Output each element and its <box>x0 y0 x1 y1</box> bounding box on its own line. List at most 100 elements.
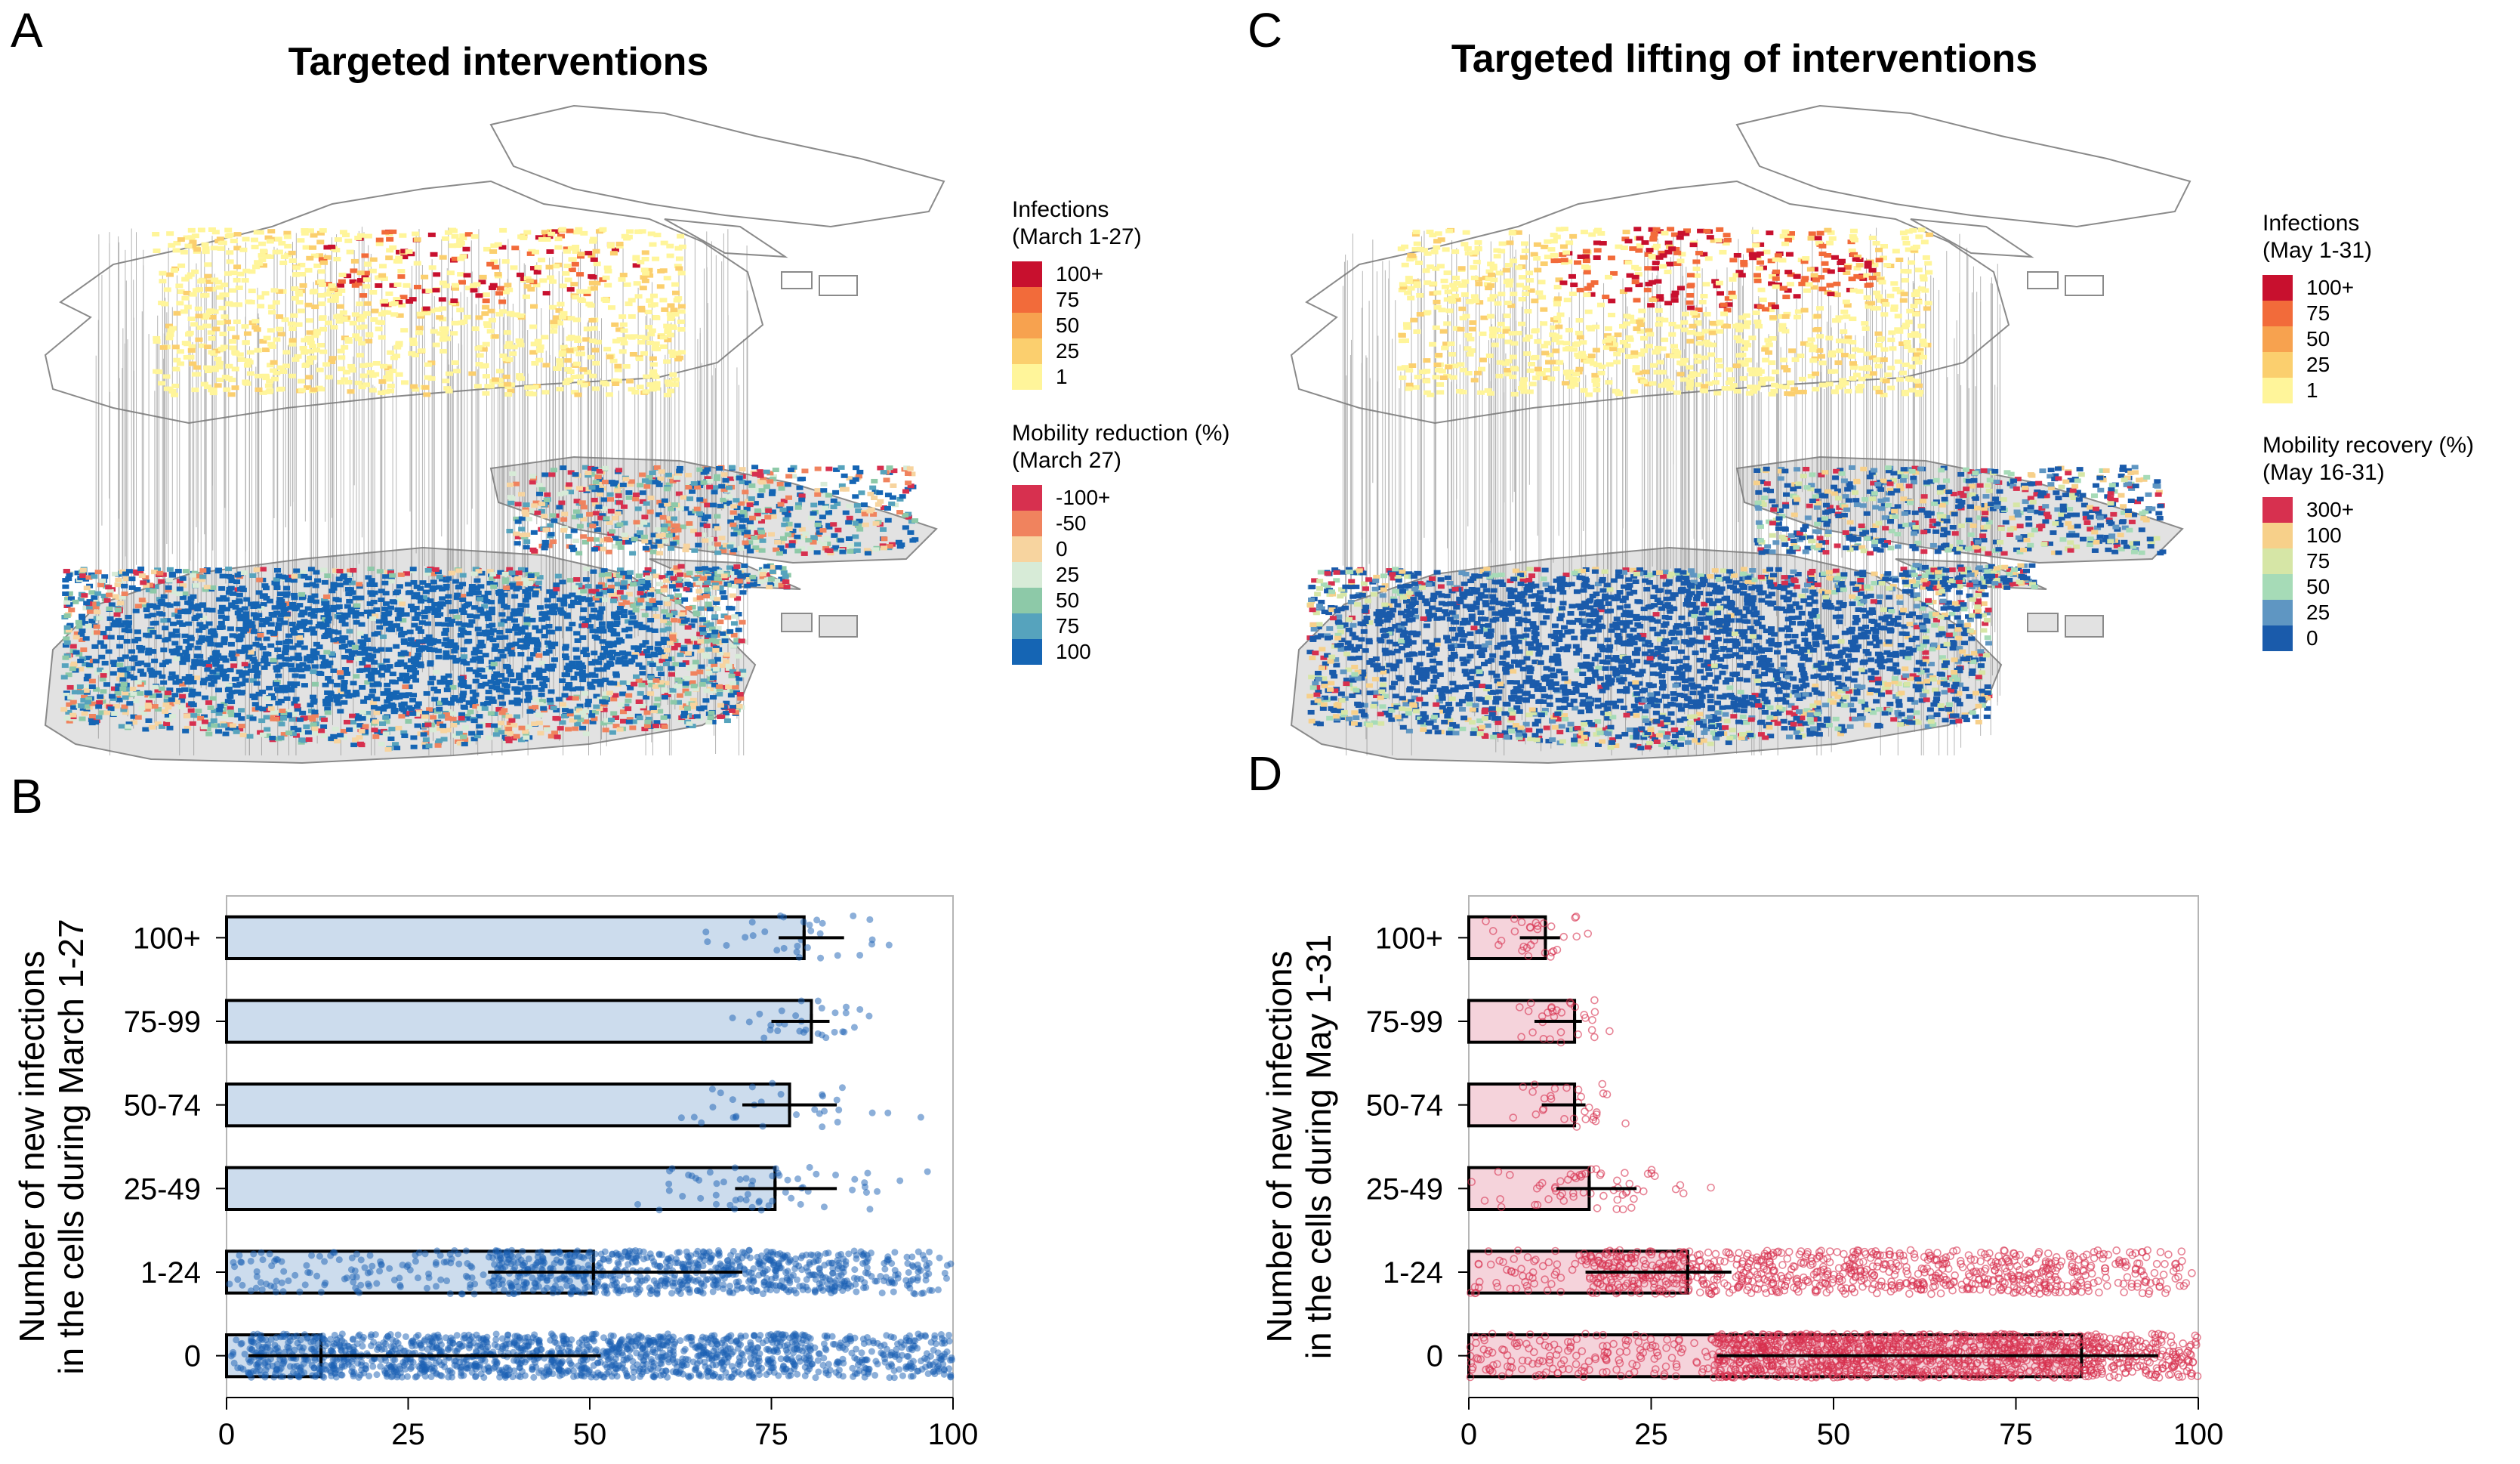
legend-item: 300+ <box>2262 497 2474 523</box>
x-tick-label: 75 <box>1999 1418 2033 1451</box>
panel-letter-a: A <box>11 3 43 57</box>
legend-title: Infections <box>1012 197 1109 222</box>
upper-cells <box>1397 227 1933 397</box>
legend-swatch <box>2262 326 2293 352</box>
legend-title: Mobility recovery (%) <box>2262 433 2475 458</box>
lower-cells <box>60 465 919 752</box>
legend-label: 1 <box>2306 378 2318 403</box>
map-title-c: Targeted lifting of interventions <box>1451 37 2038 81</box>
legend-swatch <box>2262 301 2293 326</box>
x-tick-label: 50 <box>573 1418 607 1451</box>
y-axis-label-line2: in the cells during May 1-31 <box>1299 934 1338 1360</box>
x-tick-label: 100 <box>2173 1418 2224 1451</box>
y-tick-label: 100+ <box>1375 922 1443 955</box>
legend-item: 100+ <box>2262 275 2372 301</box>
legend-title: Mobility reduction (%) <box>1012 421 1230 446</box>
legend-subtitle: (May 16-31) <box>2262 460 2385 485</box>
upper-small-island <box>664 218 788 258</box>
chart-b: 100+75-9950-7425-491-2400255075100Mobili… <box>12 895 979 1451</box>
legend-swatch <box>2262 523 2293 548</box>
map-c-layers <box>1290 104 2192 764</box>
points-50-74 <box>677 1079 924 1131</box>
legend-subtitle: (May 1-31) <box>2262 238 2373 263</box>
legend-item: -100+ <box>1012 485 1229 511</box>
upper-small-island <box>1910 218 2034 258</box>
lower-cells <box>1306 465 2167 751</box>
plot-frame <box>226 895 954 1398</box>
legend-label: 100 <box>1056 640 1091 664</box>
legend-label: 0 <box>2306 626 2318 650</box>
legend-subtitle: (March 1-27) <box>1012 224 1142 249</box>
bar-50-74 <box>225 1083 791 1128</box>
y-tick-label: 25-49 <box>124 1172 201 1206</box>
bar-100+ <box>225 915 806 961</box>
legend-swatch <box>1012 639 1042 665</box>
legend-item: 100 <box>2262 523 2474 548</box>
legend-swatch <box>1012 562 1042 588</box>
legend-label: 75 <box>2306 549 2330 573</box>
legend-swatch <box>1012 511 1042 536</box>
legend-label: 75 <box>2306 301 2330 326</box>
legend-swatch <box>1012 536 1042 562</box>
legend-swatch <box>2262 574 2293 600</box>
panel-letter-c: C <box>1248 3 1283 57</box>
legend-item: 1 <box>2262 378 2372 403</box>
chart-d: 100+75-9950-7425-491-2400255075100Mobili… <box>1260 895 2224 1451</box>
legend-item: 75 <box>1012 613 1229 639</box>
legend-swatch <box>1012 613 1042 639</box>
y-tick-label: 0 <box>1427 1340 1443 1373</box>
points-100+ <box>702 912 893 962</box>
lower-islet <box>819 615 858 638</box>
legend-item: 50 <box>1012 313 1142 338</box>
y-tick-label: 50-74 <box>1366 1089 1443 1123</box>
legend-item: 50 <box>2262 326 2372 352</box>
legend-item: 75 <box>1012 287 1142 313</box>
points-1-24 <box>1467 1246 2196 1299</box>
legend-c-mobility: Mobility recovery (%) (May 16-31) 300+ 100… <box>2262 432 2474 651</box>
x-tick-label: 100 <box>928 1418 979 1451</box>
legend-item: 75 <box>2262 301 2372 326</box>
points-0 <box>227 1330 955 1382</box>
legend-item: 25 <box>1012 338 1142 364</box>
legend-swatch <box>2262 275 2293 301</box>
upper-islet <box>781 271 813 289</box>
legend-label: 25 <box>1056 563 1080 587</box>
legend-title: Infections <box>2262 211 2360 236</box>
legend-item: 25 <box>2262 600 2474 625</box>
legend-swatch <box>1012 338 1042 364</box>
y-tick-label: 0 <box>184 1340 201 1373</box>
legend-swatch <box>1012 313 1042 338</box>
legend-item: 25 <box>1012 562 1229 588</box>
y-axis-label-line2: in the cells during March 1-27 <box>51 919 91 1374</box>
upper-north-island <box>1735 104 2192 228</box>
legend-item: 50 <box>1012 588 1229 613</box>
upper-cells <box>152 227 686 397</box>
y-axis-label-line1: Number of new infections <box>1260 950 1299 1342</box>
legend-item: 100+ <box>1012 261 1142 287</box>
legend-label: 25 <box>2306 601 2330 625</box>
legend-swatch <box>2262 352 2293 378</box>
legend-swatch <box>2262 497 2293 523</box>
upper-islet <box>819 275 858 296</box>
panel-letter-b: B <box>11 769 43 823</box>
legend-item: 0 <box>2262 625 2474 651</box>
x-tick-label: 25 <box>1634 1418 1668 1451</box>
legend-item: 50 <box>2262 574 2474 600</box>
y-axis-label-line1: Number of new infections <box>12 950 51 1342</box>
x-tick-label: 0 <box>1460 1418 1477 1451</box>
bar-25-49 <box>225 1166 777 1211</box>
legend-swatch <box>1012 485 1042 511</box>
legend-label: 300+ <box>2306 498 2355 522</box>
legend-label: 50 <box>2306 327 2330 351</box>
x-tick-label: 75 <box>754 1418 788 1451</box>
lower-islet <box>2065 615 2104 638</box>
legend-label: 25 <box>2306 353 2330 377</box>
legend-subtitle: (March 27) <box>1012 448 1122 473</box>
legend-label: 0 <box>1056 537 1068 561</box>
points-25-49 <box>634 1163 931 1214</box>
upper-north-island <box>489 104 945 228</box>
legend-swatch <box>2262 600 2293 625</box>
legend-label: 100+ <box>2306 276 2355 300</box>
legend-item: 100 <box>1012 639 1229 665</box>
points-50-74 <box>1509 1079 1630 1131</box>
